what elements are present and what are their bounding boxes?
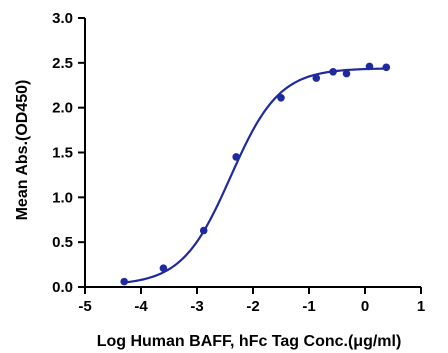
data-points <box>120 62 391 286</box>
x-tick-label: -1 <box>302 298 315 315</box>
x-axis-title: Log Human BAFF, hFc Tag Conc.(μg/ml) <box>97 333 402 350</box>
y-tick-label: 2.0 <box>52 100 73 117</box>
data-point <box>382 63 391 72</box>
y-tick-label: 0.5 <box>52 234 73 251</box>
data-point <box>329 68 337 76</box>
data-point <box>199 226 208 235</box>
data-point <box>232 153 240 161</box>
x-tick-label: 1 <box>417 298 425 315</box>
y-axis-title: Mean Abs.(OD450) <box>14 80 31 221</box>
data-point <box>312 74 321 82</box>
data-point <box>342 69 351 78</box>
fit-curve <box>124 67 387 284</box>
x-axis: -5 -4 -3 -2 -1 0 1 <box>78 286 425 315</box>
y-tick-label: 1.5 <box>52 145 73 162</box>
y-tick-label: 3.0 <box>52 10 73 27</box>
data-point <box>120 277 128 286</box>
y-tick-label: 0.0 <box>52 279 73 296</box>
data-point <box>365 62 374 71</box>
y-axis: 0.0 0.5 1.0 1.5 2.0 2.5 3.0 <box>52 10 86 296</box>
x-tick-label: -3 <box>190 298 203 315</box>
data-point <box>277 94 285 102</box>
y-tick-label: 1.0 <box>52 189 73 206</box>
data-point <box>159 264 168 272</box>
x-tick-label: -2 <box>246 298 259 315</box>
x-tick-label: -4 <box>134 298 148 315</box>
x-tick-label: 0 <box>361 298 369 315</box>
x-tick-label: -5 <box>78 298 91 315</box>
y-tick-label: 2.5 <box>52 55 73 72</box>
